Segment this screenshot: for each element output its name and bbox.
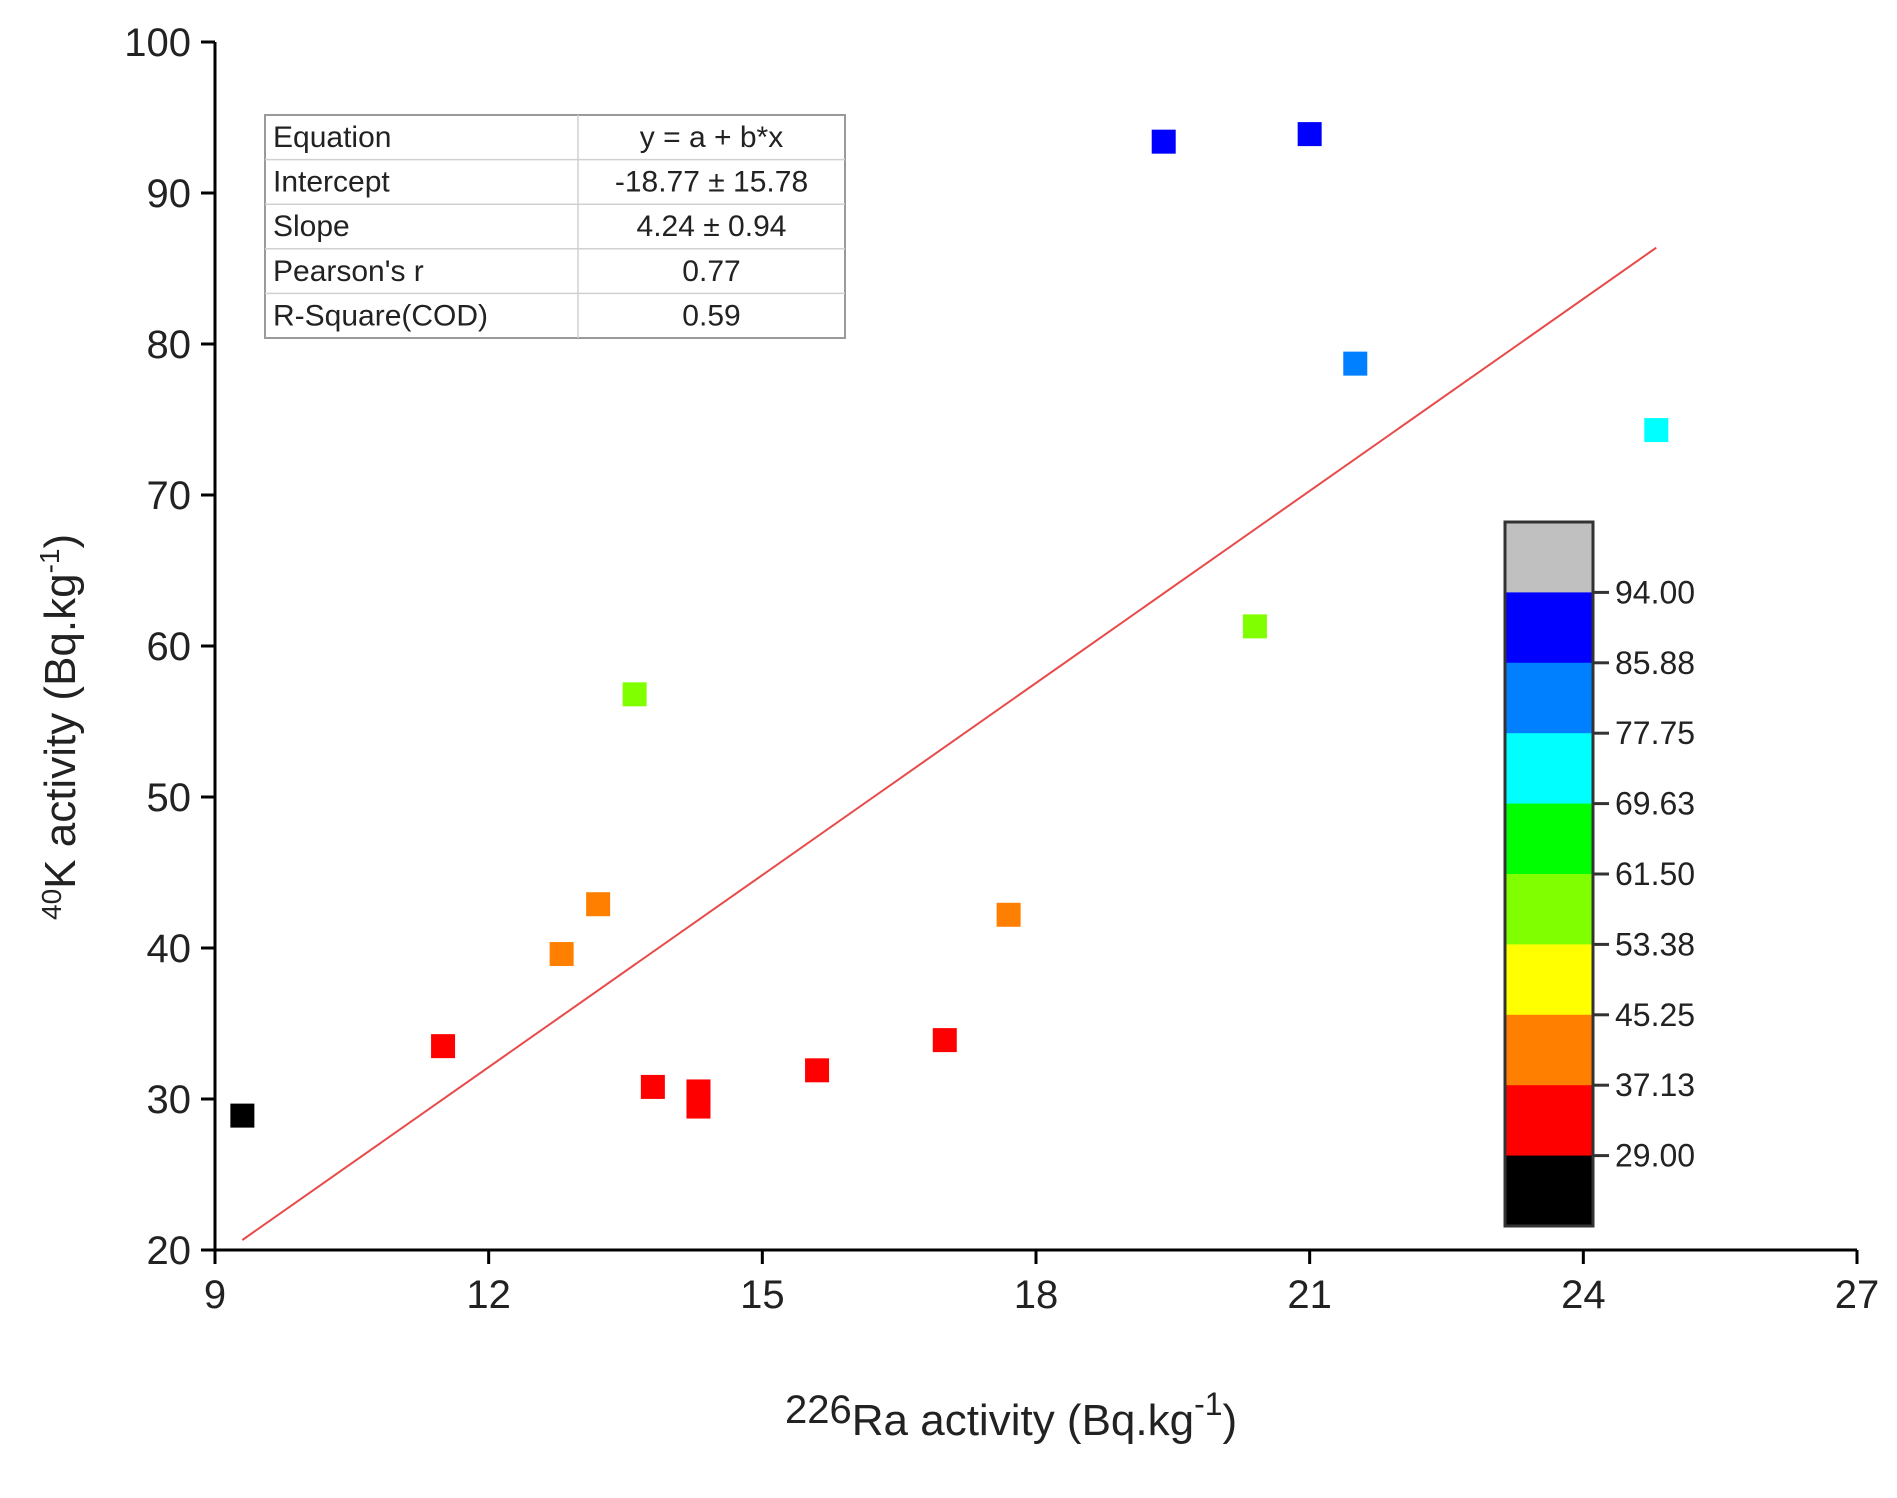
x-tick-label: 9 (204, 1273, 226, 1317)
colorbar-segment (1505, 662, 1593, 734)
data-point (1242, 614, 1267, 639)
data-point (932, 1028, 957, 1053)
y-tick-label: 40 (147, 927, 192, 971)
x-axis-title-text: Ra activity (Bq.kg (852, 1396, 1194, 1445)
y-tick-label: 100 (124, 21, 191, 65)
x-tick-label: 12 (466, 1273, 511, 1317)
y-axis-title: 40K activity (Bq.kg-1) (34, 534, 85, 920)
stats-value: 4.24 ± 0.94 (637, 210, 787, 243)
y-axis-title-tail: ) (36, 534, 85, 549)
colorbar-segment (1505, 874, 1593, 945)
stats-value: 0.59 (682, 299, 740, 332)
y-tick-label: 90 (147, 172, 192, 216)
data-point (805, 1058, 830, 1083)
data-points (230, 122, 1669, 1128)
colorbar-segment (1505, 592, 1593, 664)
colorbar-segment (1505, 944, 1593, 1016)
y-axis-title-group: 40K activity (Bq.kg-1) (34, 534, 85, 920)
colorbar-segment (1505, 522, 1593, 593)
data-point (431, 1034, 456, 1059)
data-point (549, 942, 574, 967)
x-tick-label: 27 (1835, 1273, 1880, 1317)
colorbar-tick-label: 29.00 (1615, 1138, 1695, 1174)
stats-label: R-Square(COD) (273, 299, 488, 332)
colorbar-tick-label: 85.88 (1615, 645, 1695, 681)
y-tick-label: 30 (147, 1078, 192, 1122)
x-tick-label: 15 (740, 1273, 785, 1317)
stats-table: Equation y = a + b*x Intercept -18.77 ± 15.… (264, 114, 846, 339)
colorbar-segment (1505, 1014, 1593, 1086)
colorbar-tick-label: 45.25 (1615, 997, 1695, 1033)
data-point (640, 1074, 665, 1099)
colorbar-tick-label: 69.63 (1615, 786, 1695, 822)
colorbar-segment (1505, 803, 1593, 875)
colorbar-segment (1505, 1085, 1593, 1157)
data-point (1644, 418, 1669, 443)
colorbar-tick-label: 53.38 (1615, 926, 1695, 962)
stats-label: Equation (273, 121, 391, 154)
colorbar-tick-label: 61.50 (1615, 856, 1695, 892)
data-point (230, 1103, 255, 1128)
fit-line (241, 246, 1657, 1241)
fit-line-group (241, 246, 1657, 1241)
colorbar-tick-label: 37.13 (1615, 1067, 1695, 1103)
stats-value: y = a + b*x (640, 121, 783, 154)
data-point (622, 682, 647, 707)
colorbar-tick-label: 94.00 (1615, 574, 1695, 610)
y-axis-title-text: K activity (Bq.kg (36, 573, 85, 888)
stats-label: Pearson's r (273, 255, 424, 288)
stats-label: Intercept (273, 166, 390, 199)
x-tick-label: 24 (1561, 1273, 1606, 1317)
y-axis-title-superscript: 40 (36, 889, 67, 920)
x-axis-title-tail: ) (1223, 1396, 1238, 1445)
stats-value: 0.77 (682, 255, 740, 288)
x-axis-title: 226Ra activity (Bq.kg-1) (785, 1386, 1237, 1445)
x-tick-label: 18 (1014, 1273, 1059, 1317)
y-tick-label: 80 (147, 323, 192, 367)
y-tick-label: 20 (147, 1229, 192, 1273)
x-tick-label: 21 (1287, 1273, 1332, 1317)
data-point (1151, 129, 1176, 154)
y-axis-title-exponent: -1 (34, 549, 65, 574)
colorbar-tick-label: 77.75 (1615, 715, 1695, 751)
colorbar: 94.00 85.88 77.75 69.63 61.50 53.38 45.25 37.13… (1503, 520, 1695, 1228)
stats-label: Slope (273, 210, 350, 243)
x-axis-title-exponent: -1 (1194, 1386, 1222, 1422)
data-point (1297, 122, 1322, 147)
data-point (1343, 351, 1368, 376)
y-ticks: 20 30 40 50 60 70 80 90 100 (124, 21, 215, 1273)
data-point (586, 892, 611, 917)
stats-value: -18.77 ± 15.78 (615, 166, 808, 199)
colorbar-segment (1505, 733, 1593, 805)
data-point (686, 1094, 711, 1119)
x-axis-title-superscript: 226 (785, 1388, 852, 1432)
x-ticks: 9 12 15 18 21 24 27 (204, 1250, 1879, 1317)
stats-rows: Equation y = a + b*x Intercept -18.77 ± 15.… (265, 115, 845, 338)
y-tick-label: 50 (147, 776, 192, 820)
stats-table-border (264, 114, 846, 339)
y-tick-label: 60 (147, 625, 192, 669)
y-tick-label: 70 (147, 474, 192, 518)
data-point (996, 902, 1021, 927)
colorbar-segment (1505, 1155, 1593, 1227)
